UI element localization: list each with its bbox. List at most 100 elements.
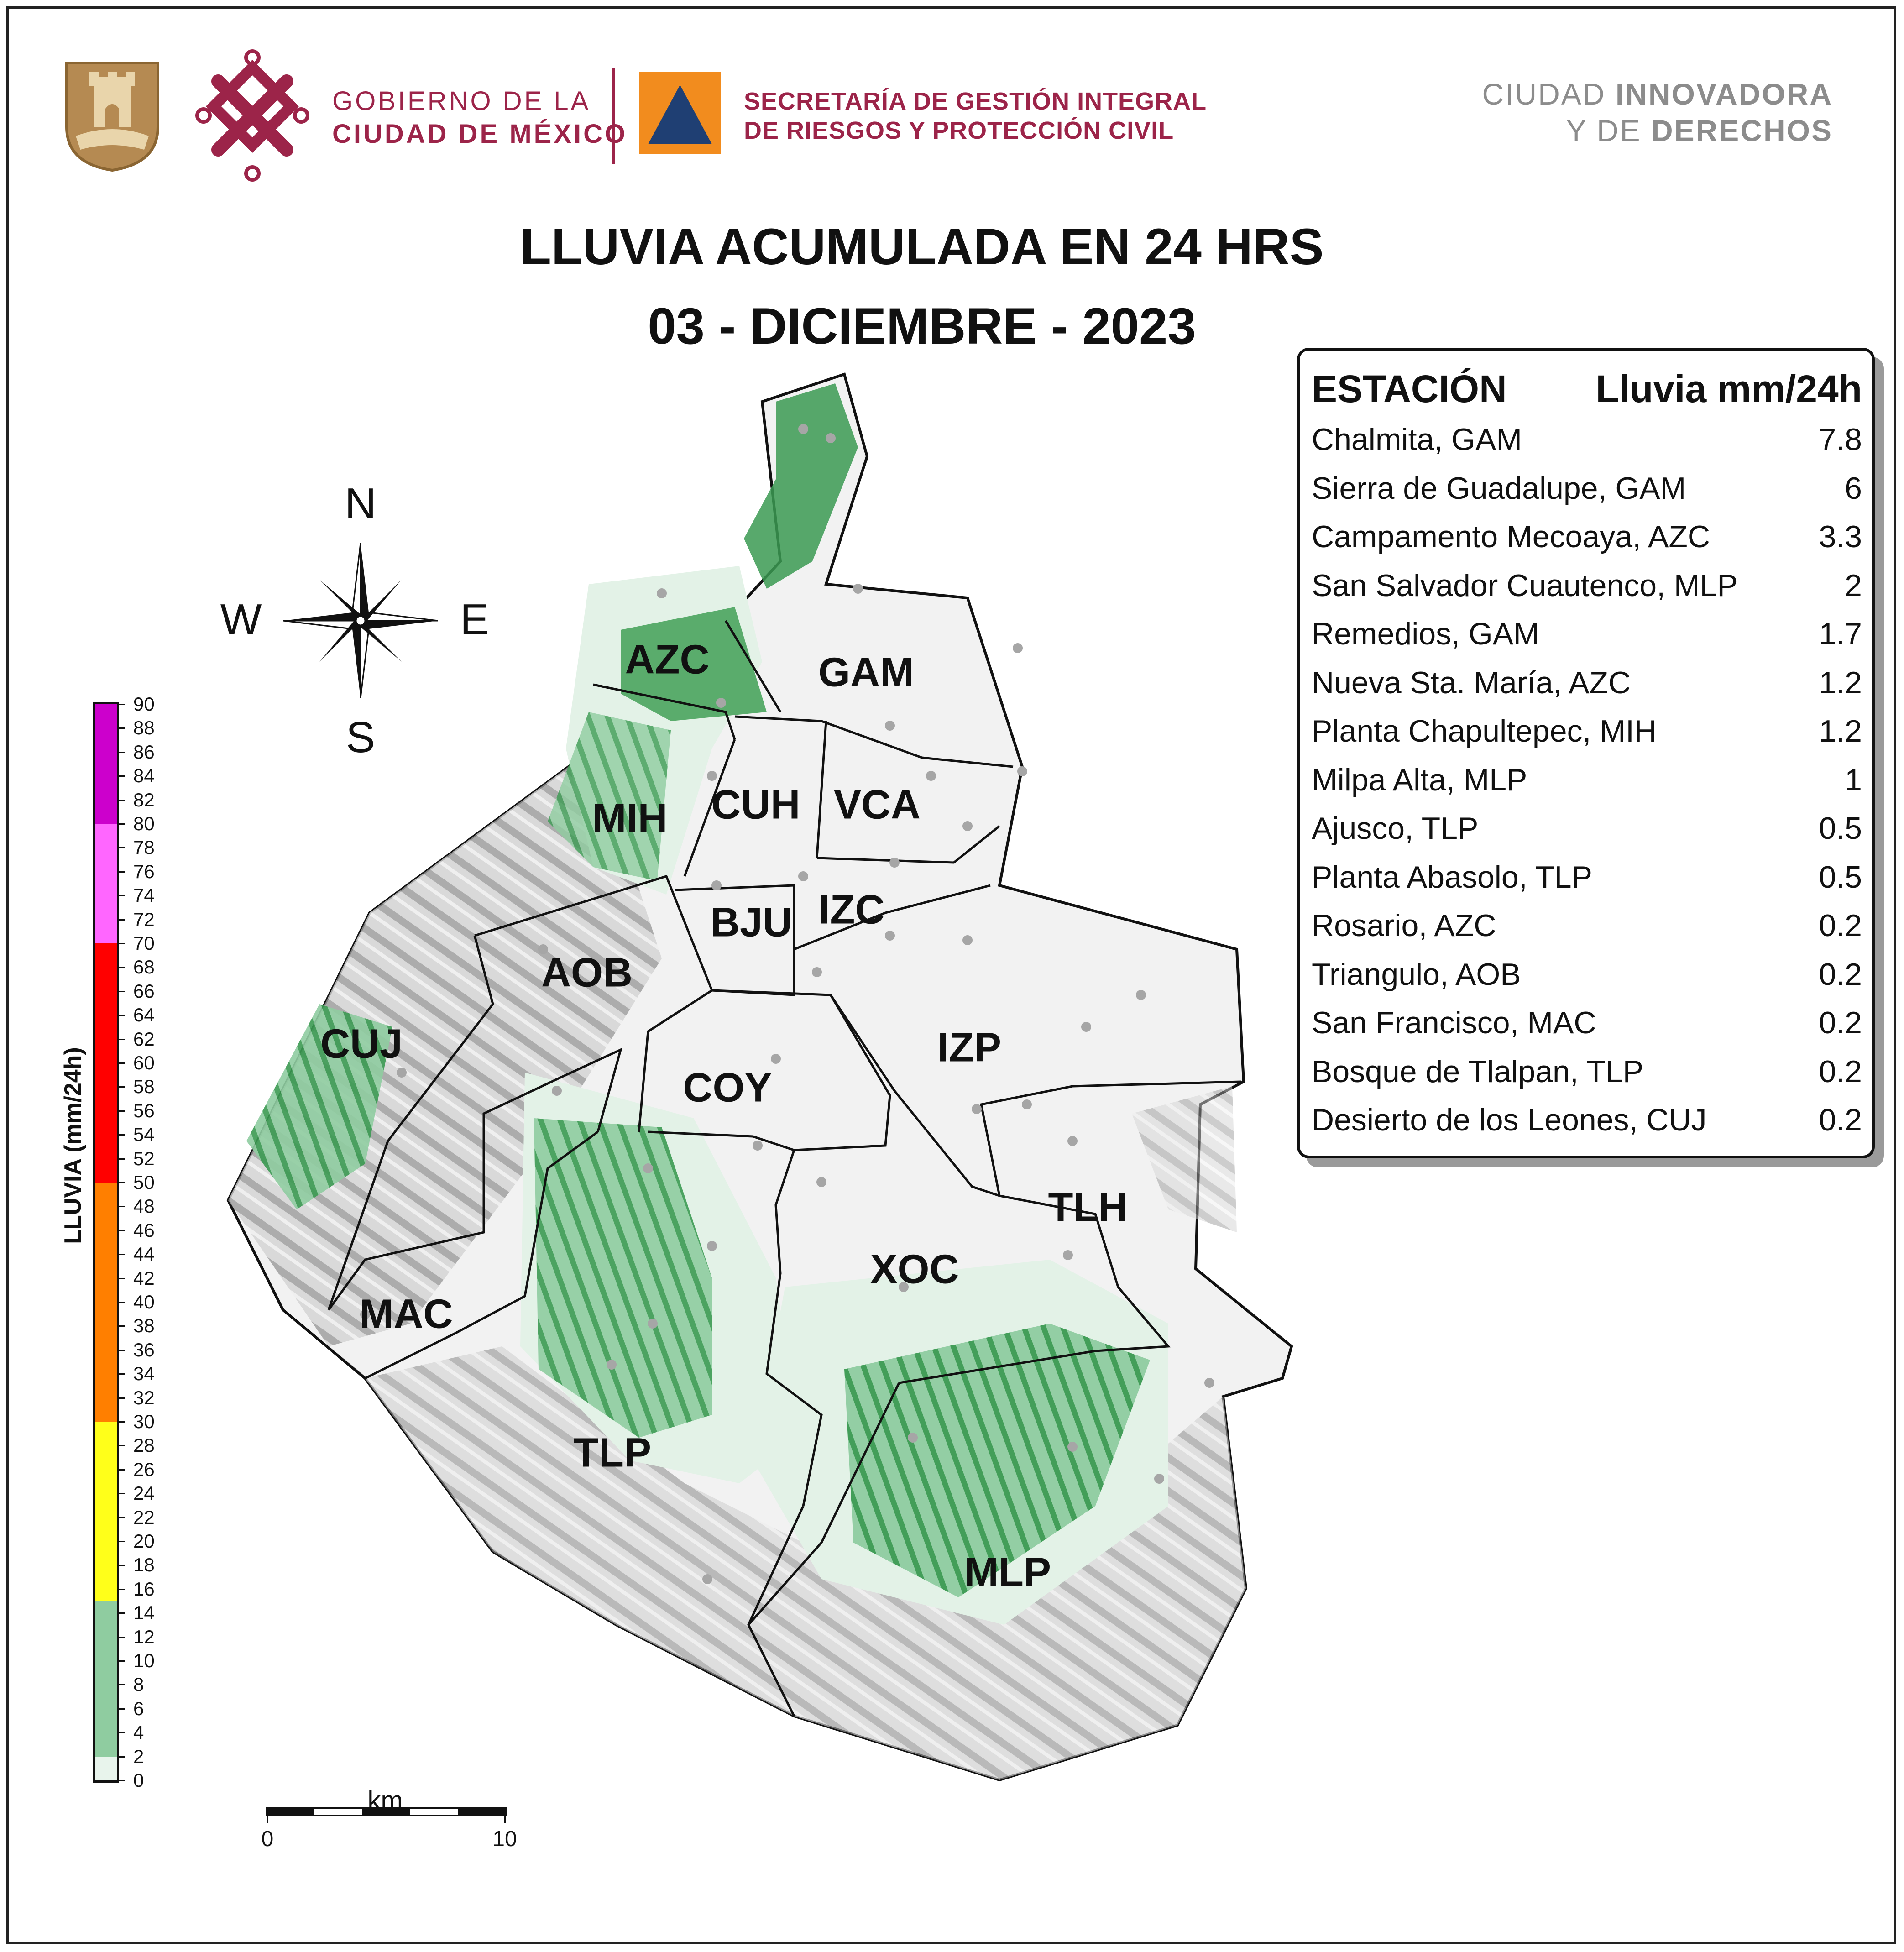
border-tlh [980, 1080, 1242, 1196]
station-rain-value: 0.2 [1819, 1005, 1862, 1040]
scale-bar-graphic [266, 1807, 507, 1823]
colorbar-tick-mark [118, 967, 125, 968]
proteccion-civil-triangle-icon [639, 72, 721, 154]
colorbar-tick-mark [118, 1612, 125, 1614]
municipality-label-vca: VCA [833, 782, 921, 828]
colorbar-tick-mark [118, 1636, 125, 1638]
colorbar-segment [95, 1601, 117, 1757]
rain-tlp [534, 1118, 712, 1438]
colorbar-tick-label: 4 [133, 1722, 144, 1743]
station-dot [1013, 643, 1023, 653]
station-row: Bosque de Tlalpan, TLP 0.2 [1312, 1051, 1862, 1092]
station-dot [1067, 1136, 1078, 1146]
stations-table-header: ESTACIÓN Lluvia mm/24h [1312, 367, 1862, 413]
station-dot [962, 821, 973, 831]
station-dot [607, 1360, 617, 1370]
relief-tlh [1132, 1086, 1237, 1232]
border-xoc-mlp [899, 1194, 1171, 1384]
colorbar-tick-label: 62 [133, 1028, 155, 1050]
colorbar-segment [95, 824, 117, 943]
colorbar-tick-label: 80 [133, 813, 155, 834]
station-dot [1067, 1442, 1078, 1452]
station-dot [643, 1163, 653, 1173]
colorbar-tick-label: 14 [133, 1602, 155, 1624]
compass-north-label: N [345, 479, 377, 528]
colorbar-tick-mark [118, 1015, 125, 1016]
colorbar-tick-mark [118, 871, 125, 873]
station-name: Campamento Mecoaya, AZC [1312, 519, 1710, 554]
rain-mlp [844, 1324, 1150, 1597]
station-rain-value: 0.5 [1819, 859, 1862, 895]
colorbar-segment [95, 1756, 117, 1780]
colorbar-tick-mark [118, 1493, 125, 1495]
station-dot [853, 584, 863, 594]
station-row: Desierto de los Leones, CUJ 0.2 [1312, 1099, 1862, 1141]
secretaria-wordmark: SECRETARÍA DE GESTIÓN INTEGRAL DE RIESGO… [744, 87, 1246, 145]
colorbar-tick-label: 82 [133, 789, 155, 811]
colorbar-tick-mark [118, 1158, 125, 1160]
colorbar-tick-label: 72 [133, 908, 155, 930]
colorbar-tick-label: 16 [133, 1578, 155, 1600]
station-dot [716, 698, 726, 708]
station-name: Nueva Sta. María, AZC [1312, 665, 1631, 700]
colorbar-tick-mark [118, 1254, 125, 1256]
relief-south [365, 1346, 1246, 1780]
colorbar-tick-mark [118, 1302, 125, 1303]
station-row: Milpa Alta, MLP 1 [1312, 759, 1862, 801]
colorbar-tick-label: 60 [133, 1052, 155, 1073]
station-dot [702, 1574, 712, 1584]
station-name: San Francisco, MAC [1312, 1005, 1596, 1040]
border-gam-cuh [734, 715, 1014, 768]
station-name: Triangulo, AOB [1312, 957, 1521, 992]
slogan-line-2-regular: Y DE [1566, 114, 1651, 147]
station-dot [360, 1309, 370, 1319]
scale-start-label: 0 [261, 1827, 274, 1851]
colorbar-tick-label: 30 [133, 1411, 155, 1432]
stations-rain-table: ESTACIÓN Lluvia mm/24h Chalmita, GAM 7.8 S… [1297, 348, 1875, 1158]
colorbar-tick-label: 84 [133, 765, 155, 787]
colorbar-segment [95, 704, 117, 824]
colorbar-tick-label: 40 [133, 1291, 155, 1313]
border-xoc-tlp [765, 1150, 823, 1507]
station-row: Rosario, AZC 0.2 [1312, 905, 1862, 946]
municipality-label-mlp: MLP [964, 1549, 1051, 1596]
colorbar-tick-mark [118, 1086, 125, 1088]
colorbar-tick-label: 78 [133, 837, 155, 858]
colorbar-tick-mark [118, 1565, 125, 1566]
colorbar-tick-mark [118, 895, 125, 897]
border-izc-izp [794, 884, 991, 951]
colorbar-tick-label: 90 [133, 693, 155, 715]
secretaria-line-1: SECRETARÍA DE GESTIÓN INTEGRAL [744, 88, 1207, 115]
colorbar-tick-label: 56 [133, 1099, 155, 1121]
gobierno-cdmx-wordmark: GOBIERNO DE LA CIUDAD DE MÉXICO [332, 85, 625, 151]
municipality-label-coy: COY [683, 1065, 772, 1111]
station-name: Rosario, AZC [1312, 908, 1496, 943]
station-rain-value: 0.2 [1819, 908, 1862, 943]
map-title: LLUVIA ACUMULADA EN 24 HRS [520, 218, 1324, 275]
border-cuj-aob [327, 935, 494, 1310]
station-dot [1136, 990, 1146, 1000]
colorbar-segment [95, 1183, 117, 1422]
colorbar-tick-mark [118, 1182, 125, 1183]
station-rain-value: 2 [1845, 568, 1862, 603]
colorbar-tick-label: 28 [133, 1434, 155, 1456]
station-dot [1081, 1022, 1091, 1032]
station-column-header: ESTACIÓN [1312, 367, 1507, 410]
colorbar-tick-label: 58 [133, 1076, 155, 1098]
border-mlp-south [748, 1382, 900, 1626]
colorbar-tick-mark [118, 1373, 125, 1375]
station-rain-value: 1.7 [1819, 617, 1862, 651]
colorbar-tick-mark [118, 990, 125, 992]
station-dot [648, 1319, 658, 1329]
station-rain-value: 7.8 [1819, 422, 1862, 457]
station-dot [798, 424, 808, 434]
station-name: Desierto de los Leones, CUJ [1312, 1103, 1707, 1137]
municipality-label-bju: BJU [710, 900, 793, 946]
colorbar-tick-label: 2 [133, 1745, 144, 1767]
rain-colorbar [93, 702, 119, 1783]
station-dot [1154, 1474, 1164, 1484]
compass-rose-icon [283, 543, 438, 698]
compass-west-label: W [220, 595, 262, 644]
municipality-label-aob: AOB [541, 950, 633, 996]
